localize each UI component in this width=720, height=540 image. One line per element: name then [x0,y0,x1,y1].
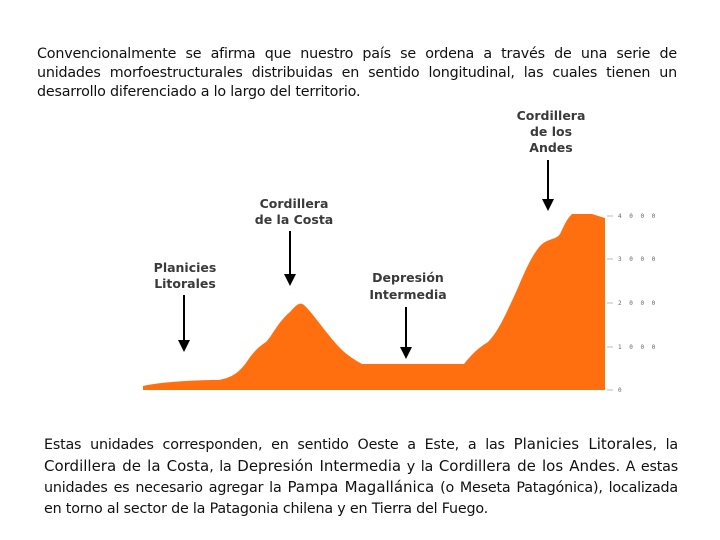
axis-tick-marks [607,215,613,391]
label-line: de la Costa [255,212,333,227]
label-cordillera-andes: Cordillera de los Andes [517,108,586,155]
label-line: Planicies [154,260,217,275]
tick-label: 4 0 0 0 [618,213,657,220]
closing-paragraph: Estas unidades corresponden, en sentido … [44,434,678,519]
term-cordillera-de-los-andes: Cordillera de los Andes [438,456,616,475]
tick-label: 0 [618,387,624,394]
elevation-scale: 4 0 0 0 3 0 0 0 2 0 0 0 1 0 0 0 0 [618,213,657,394]
arrow-andes-icon [542,160,554,211]
text-run: , la [652,437,679,454]
term-depresion-intermedia: Depresión Intermedia [237,456,402,475]
label-line: Intermedia [369,287,446,302]
terrain-profile [143,214,605,390]
tick-label: 3 0 0 0 [618,256,657,263]
label-planicies-litorales: Planicies Litorales [154,260,217,291]
text-run: Estas unidades corresponden, en sentido … [44,437,514,454]
text-run: y la [401,458,439,475]
label-line: de los [530,124,572,139]
label-cordillera-costa: Cordillera de la Costa [255,196,333,227]
label-line: Litorales [154,276,216,291]
arrow-planicies-icon [178,295,190,352]
term-planicies-litorales: Planicies Litorales [513,435,653,454]
term-cordillera-de-la-costa: Cordillera de la Costa [44,456,210,475]
tick-label: 1 0 0 0 [618,344,657,351]
arrow-costa-icon [284,231,296,286]
label-line: Andes [529,140,572,155]
text-run: . A estas unidades es necesario agregar … [44,458,678,497]
tick-label: 2 0 0 0 [618,300,657,307]
text-run: (o Meseta Patagónica), localizada en tor… [44,480,678,517]
label-line: Depresión [372,270,444,285]
term-pampa-magallanica: Pampa Magallánica [287,478,435,497]
label-depresion-intermedia: Depresión Intermedia [369,270,446,302]
text-run: , la [209,458,238,475]
label-line: Cordillera [517,108,586,123]
label-line: Cordillera [260,196,329,211]
intro-paragraph: Convencionalmente se afirma que nuestro … [37,46,677,101]
arrow-depresion-icon [400,307,412,359]
